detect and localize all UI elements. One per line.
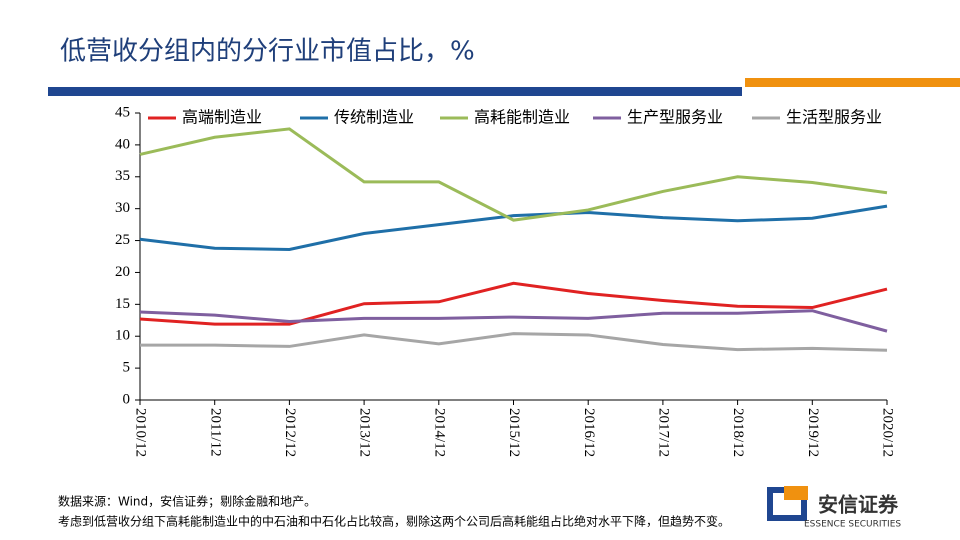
series-line [139, 281, 888, 326]
x-tick-label: 2011/12 [207, 408, 223, 457]
x-tick-label: 2013/12 [357, 408, 373, 457]
legend-label: 高端制造业 [182, 108, 262, 127]
x-tick-label: 2010/12 [133, 408, 149, 457]
title-bar [48, 87, 742, 96]
y-tick-label: 5 [123, 360, 131, 376]
y-tick-label: 40 [115, 136, 130, 152]
logo-accent [784, 486, 808, 500]
y-tick-label: 20 [115, 264, 130, 280]
y-tick-label: 35 [115, 168, 130, 184]
legend-label: 传统制造业 [334, 108, 414, 127]
legend-label: 高耗能制造业 [474, 108, 570, 127]
y-tick-label: 10 [115, 328, 130, 344]
x-tick-label: 2012/12 [282, 408, 298, 457]
x-tick-label: 2015/12 [506, 408, 522, 457]
accent-bar [745, 78, 960, 87]
footnote: 考虑到低营收分组下高耗能制造业中的中石油和中石化占比较高，剔除这两个公司后高耗能… [58, 514, 730, 529]
source-note: 数据来源：Wind，安信证券；剔除金融和地产。 [58, 494, 316, 509]
logo-name: 安信证券 [818, 493, 899, 517]
x-tick-label: 2020/12 [880, 408, 896, 457]
series-line [140, 332, 888, 352]
y-tick-label: 15 [115, 296, 130, 312]
legend-label: 生产型服务业 [627, 108, 723, 127]
logo-english: ESSENCE SECURITIES [804, 520, 901, 530]
y-tick-label: 30 [115, 200, 130, 216]
x-tick-label: 2014/12 [431, 408, 447, 457]
y-tick-label: 0 [123, 391, 131, 407]
x-tick-label: 2018/12 [730, 408, 746, 457]
y-tick-label: 25 [115, 232, 130, 248]
x-tick-label: 2017/12 [655, 408, 671, 457]
series-line [139, 309, 888, 333]
x-tick-label: 2016/12 [581, 408, 597, 457]
series-line [139, 127, 888, 222]
y-tick-label: 45 [115, 104, 130, 120]
x-tick-label: 2019/12 [805, 408, 821, 457]
series-line [139, 204, 888, 251]
legend-label: 生活型服务业 [786, 108, 882, 127]
slide-title: 低营收分组内的分行业市值占比，% [60, 37, 475, 67]
